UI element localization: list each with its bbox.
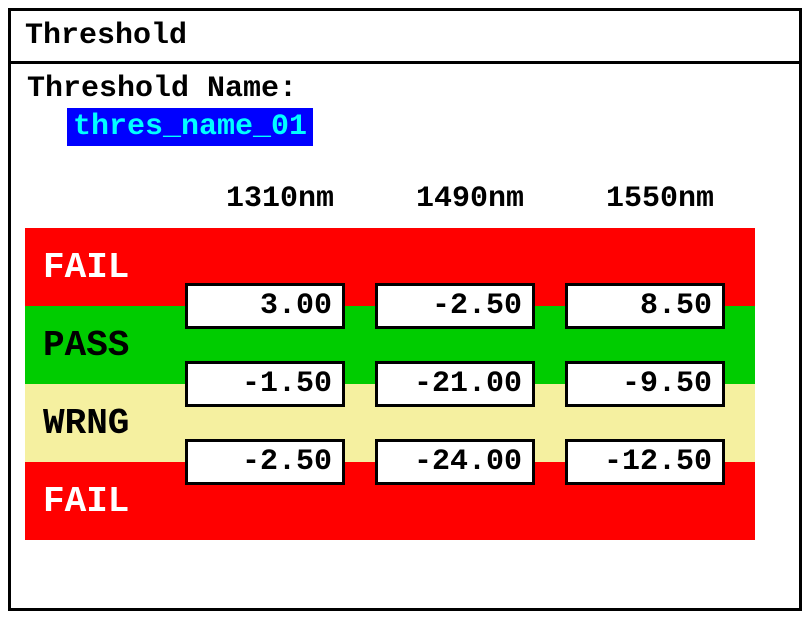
- threshold-row-middle: -1.50 -21.00 -9.50: [185, 361, 725, 407]
- bands-container: FAIL PASS WRNG FAIL 3.00 -2.50 8.50 -1.5…: [25, 228, 755, 540]
- column-header-1310: 1310nm: [185, 182, 375, 216]
- column-header-1490: 1490nm: [375, 182, 565, 216]
- column-headers: 1310nm 1490nm 1550nm: [25, 182, 785, 216]
- column-header-1550: 1550nm: [565, 182, 755, 216]
- threshold-row-lower: -2.50 -24.00 -12.50: [185, 439, 725, 485]
- cell-1550-middle[interactable]: -9.50: [565, 361, 725, 407]
- cell-1310-lower[interactable]: -2.50: [185, 439, 345, 485]
- cell-1310-upper[interactable]: 3.00: [185, 283, 345, 329]
- cell-1490-lower[interactable]: -24.00: [375, 439, 535, 485]
- cell-1310-middle[interactable]: -1.50: [185, 361, 345, 407]
- content-area: Threshold Name: thres_name_01 1310nm 149…: [11, 64, 799, 554]
- cell-1490-middle[interactable]: -21.00: [375, 361, 535, 407]
- cell-1550-lower[interactable]: -12.50: [565, 439, 725, 485]
- threshold-window: Threshold Threshold Name: thres_name_01 …: [8, 8, 802, 611]
- window-title: Threshold: [11, 11, 799, 64]
- threshold-row-upper: 3.00 -2.50 8.50: [185, 283, 725, 329]
- threshold-name-input[interactable]: thres_name_01: [67, 108, 313, 146]
- cell-1550-upper[interactable]: 8.50: [565, 283, 725, 329]
- threshold-table: 1310nm 1490nm 1550nm FAIL PASS WRNG FAIL…: [25, 182, 785, 540]
- cell-1490-upper[interactable]: -2.50: [375, 283, 535, 329]
- threshold-name-label: Threshold Name:: [25, 72, 785, 106]
